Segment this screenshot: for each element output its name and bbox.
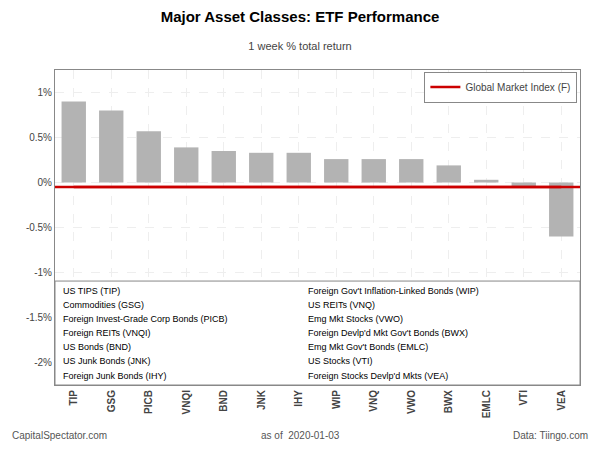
svg-text:Major Asset Classes: ETF Perfo: Major Asset Classes: ETF Performance: [161, 8, 440, 25]
svg-text:BWX: BWX: [443, 390, 454, 414]
svg-text:-1.5%: -1.5%: [26, 312, 52, 323]
svg-text:CapitalSpectator.com: CapitalSpectator.com: [12, 430, 107, 441]
svg-text:GSG: GSG: [106, 390, 117, 412]
svg-text:US Stocks (VTI): US Stocks (VTI): [308, 356, 373, 366]
svg-text:0.5%: 0.5%: [29, 132, 52, 143]
svg-text:US Junk Bonds (JNK): US Junk Bonds (JNK): [63, 356, 151, 366]
svg-text:-0.5%: -0.5%: [26, 222, 52, 233]
svg-text:EMLC: EMLC: [481, 390, 492, 418]
svg-text:Foreign Gov't Inflation-Linked: Foreign Gov't Inflation-Linked Bonds (WI…: [308, 286, 479, 296]
svg-text:VTI: VTI: [518, 390, 529, 406]
svg-text:VEA: VEA: [556, 390, 567, 411]
svg-text:Foreign Invest-Grade Corp Bond: Foreign Invest-Grade Corp Bonds (PICB): [63, 314, 228, 324]
svg-text:as of 2020-01-03: as of 2020-01-03: [261, 430, 340, 441]
svg-text:Foreign Junk Bonds (IHY): Foreign Junk Bonds (IHY): [63, 371, 167, 381]
svg-text:-2%: -2%: [34, 357, 52, 368]
svg-text:US TIPS (TIP): US TIPS (TIP): [63, 286, 120, 296]
svg-text:VNQI: VNQI: [181, 390, 192, 415]
svg-text:Emg Mkt Stocks (VWO): Emg Mkt Stocks (VWO): [308, 314, 403, 324]
svg-text:BND: BND: [218, 390, 229, 412]
svg-text:Foreign Stocks Devlp'd Mkts (V: Foreign Stocks Devlp'd Mkts (VEA): [308, 371, 448, 381]
svg-text:Foreign Devlp'd Mkt Gov't Bond: Foreign Devlp'd Mkt Gov't Bonds (BWX): [308, 328, 468, 338]
svg-text:US REITs (VNQ): US REITs (VNQ): [308, 300, 375, 310]
svg-text:Foreign REITs (VNQI): Foreign REITs (VNQI): [63, 328, 151, 338]
svg-text:1 week % total return: 1 week % total return: [248, 40, 351, 52]
svg-text:IHY: IHY: [293, 390, 304, 407]
svg-text:Global Market Index (F): Global Market Index (F): [465, 82, 570, 93]
svg-text:0%: 0%: [38, 177, 53, 188]
svg-text:JNK: JNK: [256, 389, 267, 410]
svg-text:Emg Mkt Gov't Bonds (EMLC): Emg Mkt Gov't Bonds (EMLC): [308, 342, 428, 352]
svg-text:Data: Tiingo.com: Data: Tiingo.com: [513, 430, 588, 441]
svg-text:VNQ: VNQ: [368, 390, 379, 412]
svg-text:PICB: PICB: [143, 390, 154, 414]
svg-text:1%: 1%: [38, 87, 53, 98]
svg-text:VWO: VWO: [406, 390, 417, 414]
svg-text:US Bonds (BND): US Bonds (BND): [63, 342, 131, 352]
svg-text:WIP: WIP: [331, 390, 342, 409]
svg-text:-1%: -1%: [34, 267, 52, 278]
svg-text:Commodities (GSG): Commodities (GSG): [63, 300, 144, 310]
svg-text:TIP: TIP: [68, 390, 79, 406]
